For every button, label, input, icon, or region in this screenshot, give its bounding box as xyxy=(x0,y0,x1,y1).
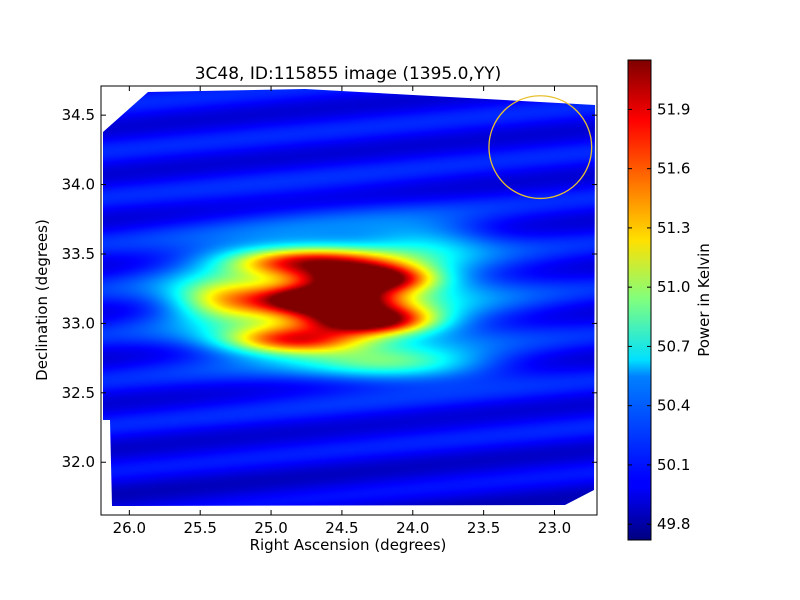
y-tick-label: 32.0 xyxy=(62,453,95,471)
colorbar-tick-label: 51.0 xyxy=(657,278,690,296)
plot-frame xyxy=(100,85,598,516)
colorbar-tick-label: 51.9 xyxy=(657,100,690,118)
y-axis: 32.0 32.5 33.0 33.5 34.0 34.5 xyxy=(62,106,597,471)
x-tick-label: 26.0 xyxy=(113,519,146,537)
chart-title: 3C48, ID:115855 image (1395.0,YY) xyxy=(195,64,502,84)
y-tick-label: 33.0 xyxy=(62,314,95,332)
colorbar-gradient xyxy=(627,59,652,541)
x-axis: 26.0 25.5 25.0 24.5 24.0 23.5 23.0 xyxy=(113,86,571,537)
colorbar-tick-label: 50.1 xyxy=(657,456,690,474)
colorbar-tick-label: 50.7 xyxy=(657,337,690,355)
colorbar-tick-label: 51.3 xyxy=(657,219,690,237)
y-tick-label: 34.0 xyxy=(62,176,95,194)
x-tick-label: 24.0 xyxy=(396,519,429,537)
colorbar-tick-label: 51.6 xyxy=(657,160,690,178)
y-tick-label: 32.5 xyxy=(62,384,95,402)
colorbar-label: Power in Kelvin xyxy=(695,243,713,357)
colorbar: 49.8 50.1 50.4 50.7 51.0 51.3 51.6 51.9 Power i… xyxy=(627,59,713,541)
y-tick-label: 33.5 xyxy=(62,245,95,263)
x-tick-label: 25.5 xyxy=(183,519,216,537)
heatmap-image xyxy=(103,89,595,506)
y-axis-label: Declination (degrees) xyxy=(33,219,51,381)
x-axis-label: Right Ascension (degrees) xyxy=(250,536,447,554)
colorbar-tick-label: 50.4 xyxy=(657,397,690,415)
colorbar-ticks: 49.8 50.1 50.4 50.7 51.0 51.3 51.6 51.9 xyxy=(628,100,690,533)
x-tick-label: 23.0 xyxy=(538,519,571,537)
x-tick-label: 23.5 xyxy=(467,519,500,537)
beam-circle xyxy=(488,95,593,200)
x-tick-label: 24.5 xyxy=(325,519,358,537)
y-tick-label: 34.5 xyxy=(62,106,95,124)
colorbar-tick-label: 49.8 xyxy=(657,515,690,533)
x-tick-label: 25.0 xyxy=(254,519,287,537)
heatmap-plot xyxy=(100,85,598,516)
